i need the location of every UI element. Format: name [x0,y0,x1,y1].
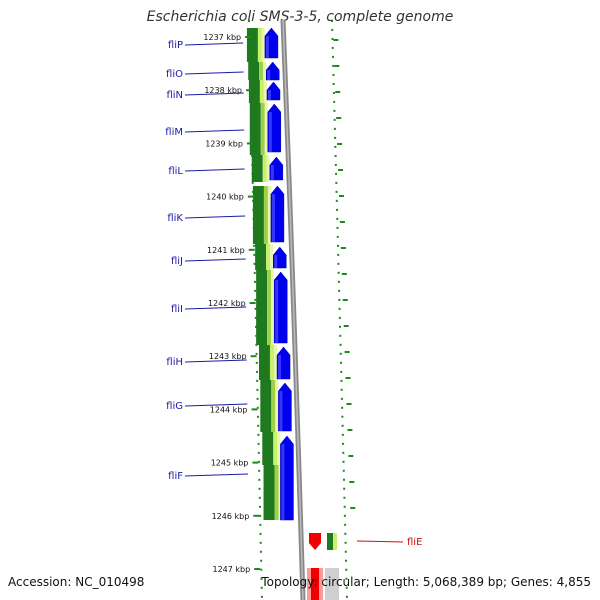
gc-block-edge [271,270,275,345]
gc-block-light [273,432,278,465]
gc-block-dark [263,465,275,520]
gc-block-dark [262,432,274,465]
gc-block-light [274,465,279,520]
gene-arrow-shade [279,391,283,431]
label-layer: fliP fliO fliN fliM fliL fliK fliJ fliI fliH fliG… [165,40,422,548]
gc-block-dark [255,244,267,270]
gc-block-edge [275,380,279,432]
backbone-highlight [282,19,304,600]
gene-arrow-shade [268,112,272,152]
gc-block-edge [266,155,270,182]
gc-block-edge [270,244,274,270]
scale-tick-label: 1244 kbp [210,405,248,414]
gene-label-fliO: fliO [166,69,183,80]
gene-label-fliH: fliH [166,357,183,368]
scale-tick-label: 1240 kbp [206,193,244,202]
gene-leader-line [184,42,244,46]
gene-arrow-shade [271,194,275,242]
gene-leader-line [184,71,244,75]
gc-block-edge [263,80,267,103]
accession-text: Accession: NC_010498 [8,575,145,589]
gc-block-dark [246,28,258,62]
map-title: Escherichia coli SMS-3-5, complete genom… [146,9,454,25]
gc-block-dark [327,533,333,550]
scale-tick-label: 1247 kbp [213,565,251,574]
gc-block-edge [263,62,267,80]
gene-label-fliN: fliN [166,90,183,101]
gc-block-light [259,80,264,103]
gene-arrow-shade [267,90,271,100]
gc-block-light [262,155,267,182]
gene-label-fliE: fliE [407,537,422,548]
highlight-band-grey [325,568,339,600]
gc-block-dark [248,62,260,80]
gene-label-fliP: fliP [168,40,183,51]
scale-tick-label: 1237 kbp [203,33,241,42]
highlight-band-core [311,568,319,600]
gc-block-light [257,28,262,62]
gene-label-fliM: fliM [165,127,183,138]
track-layer [246,19,348,600]
gc-block-light [267,270,272,345]
gene-arrow-shade [278,355,282,379]
gc-block-light [333,533,337,550]
gc-block-edge [278,465,282,520]
gc-block-light [259,62,264,80]
gc-block-light [266,244,271,270]
gc-block-dark [249,103,261,155]
scale-tick-label: 1245 kbp [211,459,249,468]
gene-label-fliI: fliI [171,304,183,315]
gene-leader-line [184,359,247,363]
gc-block-edge [273,345,277,380]
genome-summary-text: Topology: circular; Length: 5,068,389 bp… [261,575,591,589]
gene-arrow-shade [267,70,271,80]
gene-arrow-fliE [309,533,321,550]
gene-leader-line [184,92,244,96]
gc-block-light [260,103,265,155]
gene-arrow-shade [281,444,285,520]
gc-block-edge [277,432,281,465]
scale-tick-label: 1242 kbp [208,299,246,308]
gene-leader-line [184,306,247,310]
gene-label-fliJ: fliJ [171,256,183,267]
gene-leader-line [184,258,246,262]
gc-block-edge [267,186,271,244]
gene-arrow-shade [274,255,278,268]
gene-leader-line [184,215,246,219]
gc-block-dark [251,155,263,182]
gc-block-dark [256,270,268,345]
gc-block-edge [261,28,265,62]
gc-block-dark [258,345,270,380]
gene-leader-line [184,168,245,172]
gc-block-dark [252,186,264,244]
gene-label-fliL: fliL [168,166,183,177]
gene-arrow-shade [270,165,274,180]
gene-leader-line [184,473,249,477]
scale-tick-label: 1241 kbp [207,246,245,255]
gc-block-dark [260,380,272,432]
gc-block-light [263,186,268,244]
scale-layer: 1237 kbp 1238 kbp 1239 kbp 1240 kbp 1241 kbp… [203,33,356,574]
gc-block-light [271,380,276,432]
scale-guide-left [248,19,263,600]
gc-block-edge [264,103,268,155]
scale-guide-right [331,19,348,600]
gene-leader-line [356,540,404,543]
gene-label-fliF: fliF [168,471,183,482]
scale-tick-label: 1239 kbp [205,139,243,148]
scale-tick-label: 1246 kbp [212,512,250,521]
scale-tick-label: 1238 kbp [204,86,242,95]
gene-label-fliK: fliK [167,213,183,224]
scale-tick-label: 1243 kbp [209,352,247,361]
gene-leader-line [184,129,245,133]
gene-leader-line [184,403,248,407]
gc-block-dark [248,80,260,103]
gene-arrow-shade [275,280,279,343]
gc-block-light [269,345,274,380]
gene-label-fliG: fliG [166,401,183,412]
gene-arrow-shade [265,36,269,58]
